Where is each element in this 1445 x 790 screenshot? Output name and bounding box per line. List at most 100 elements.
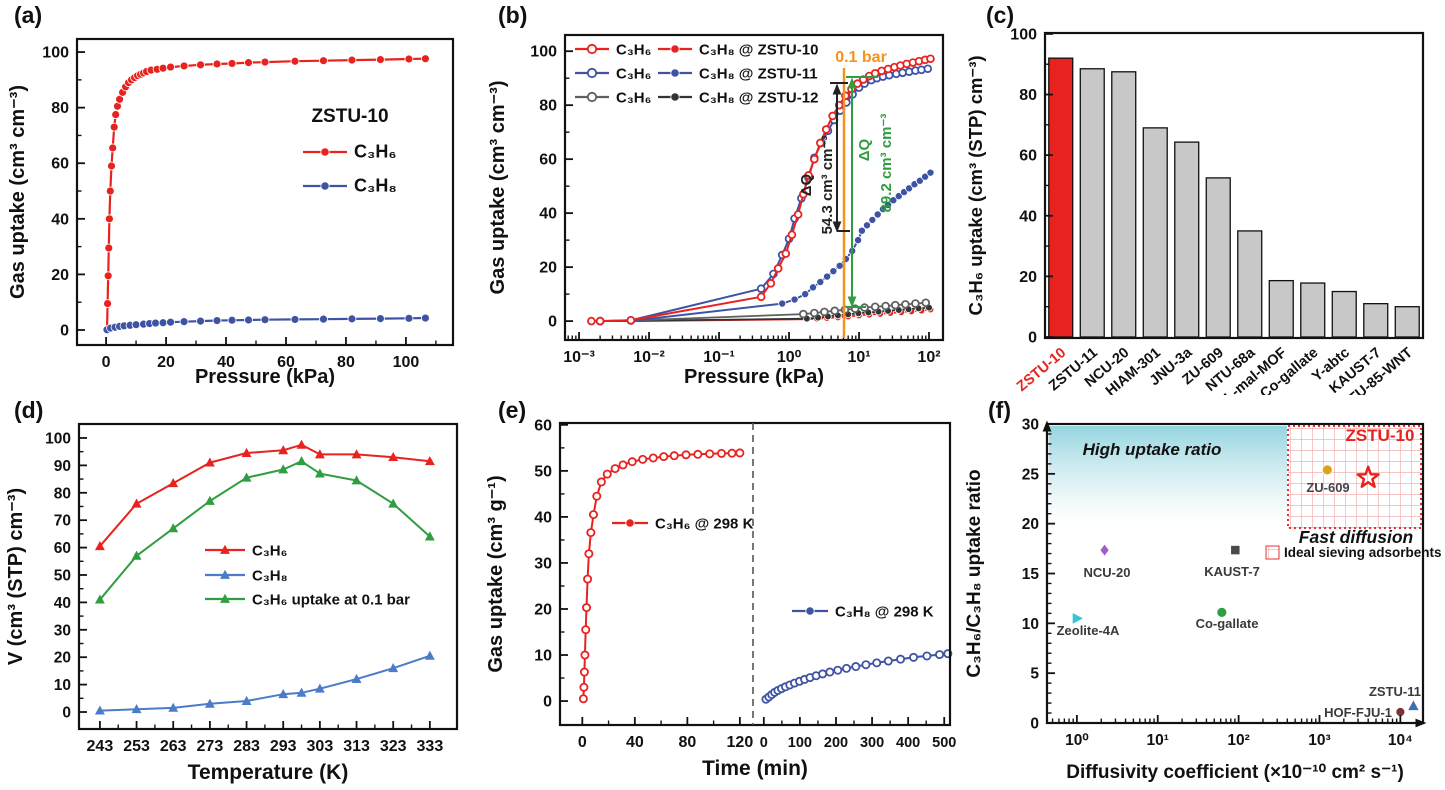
panel-b: (b) 10⁻³ 10⁻² 10⁻¹ 10⁰ 10¹ 10² 0 20 40 60 80 100 Pre…	[480, 0, 960, 395]
svg-text:10⁻³: 10⁻³	[563, 349, 595, 366]
svg-text:10²: 10²	[917, 349, 940, 366]
legend-item-label: C₃H₆ uptake at 0.1 bar	[252, 592, 410, 609]
svg-text:80: 80	[51, 100, 69, 117]
x-axis-title: Pressure (kPa)	[684, 366, 824, 388]
legend-item-label: C₃H₈	[252, 568, 288, 585]
point-label: KAUST-7	[1204, 564, 1260, 579]
bar-NTU-85-WNT	[1394, 306, 1420, 338]
svg-text:40: 40	[217, 354, 235, 371]
legend-item-label: C₃H₆	[616, 90, 651, 107]
series-C3H8-298K	[761, 649, 953, 704]
svg-text:80: 80	[54, 485, 71, 502]
x-axis-title: Temperature (K)	[188, 761, 349, 784]
svg-text:0: 0	[578, 734, 587, 751]
svg-text:30: 30	[534, 555, 552, 572]
legend: C₃H₆ @ 298 K C₃H₈ @ 298 K	[612, 516, 934, 621]
point-label: ZSTU-11	[1369, 684, 1421, 699]
legend-item-label: C₃H₆ @ 298 K	[655, 516, 754, 533]
annotation-text: 0.1 bar	[835, 49, 887, 66]
series-C3H6	[102, 54, 430, 335]
svg-text:60: 60	[51, 156, 69, 173]
annotation-text: Ideal sieving adsorbents	[1284, 545, 1442, 560]
svg-text:100: 100	[788, 735, 812, 751]
chart-f: Zeolite-4A NCU-20 Co-gallate KAUST-7 ZU-609 Z…	[964, 417, 1442, 784]
plot-frame	[77, 422, 459, 731]
legend-title: ZSTU-10	[311, 106, 388, 127]
svg-text:0: 0	[543, 694, 552, 711]
svg-text:10⁻²: 10⁻²	[633, 349, 665, 366]
y-axis-title: C₃H₆ uptake (cm³ (STP) cm⁻³)	[965, 55, 986, 315]
svg-text:500: 500	[932, 735, 956, 751]
svg-text:100: 100	[530, 44, 557, 61]
panel-a: (a) 0 20 40 60 80 100 0 20 40 60 80 100 Pressure (kP…	[0, 0, 480, 395]
annotation-text: ΔQ	[798, 173, 815, 196]
point-label: ZU-609	[1306, 480, 1349, 495]
svg-text:40: 40	[626, 734, 644, 751]
point-ZU-609: ZU-609	[1306, 464, 1350, 495]
bar-JNU-3a	[1174, 141, 1200, 338]
svg-text:20: 20	[1019, 269, 1037, 286]
svg-text:0: 0	[62, 705, 71, 722]
svg-text:10¹: 10¹	[1147, 732, 1169, 749]
plot-frame	[75, 37, 455, 347]
bar-Co-gallate	[1300, 282, 1326, 338]
axes: 10⁻³ 10⁻² 10⁻¹ 10⁰ 10¹ 10² 0 20 40 60 80 100	[530, 44, 940, 366]
axes: 0 20 40 60 80 100	[1010, 26, 1053, 346]
y-axis-title: Gas uptake (cm³ g⁻¹)	[485, 475, 507, 672]
annotation-text: Fast diffusion	[1299, 527, 1413, 547]
svg-text:20: 20	[51, 267, 69, 284]
annotation-text: High uptake ratio	[1083, 440, 1222, 459]
legend-item-label: C₃H₆	[616, 42, 651, 59]
svg-text:80: 80	[337, 354, 355, 371]
svg-text:293: 293	[270, 738, 297, 755]
panel-d: (d) 243 253 263 273 283 293 303 313 323 333 0 10 20 3…	[0, 395, 480, 790]
panel-b-chart: 10⁻³ 10⁻² 10⁻¹ 10⁰ 10¹ 10² 0 20 40 60 80 100 Pressur…	[487, 33, 945, 388]
svg-text:60: 60	[539, 152, 557, 169]
point-HOF-FJU-1: HOF-FJU-1	[1324, 705, 1406, 720]
x-axis-title: Time (min)	[702, 757, 808, 780]
svg-text:10: 10	[54, 677, 71, 694]
x-axis-title: Diffusivity coefficient (×10⁻¹⁰ cm² s⁻¹)	[1066, 762, 1404, 783]
svg-text:40: 40	[54, 595, 71, 612]
y-axis-title: Gas uptake (cm³ cm⁻³)	[487, 81, 509, 295]
svg-text:5: 5	[1030, 666, 1039, 683]
svg-text:0: 0	[60, 322, 69, 339]
panel-c: (c) ZSTU-10 ZSTU-11 NCU-20 HIAM-301 JNU-3a ZU…	[960, 0, 1445, 395]
axes: 243 253 263 273 283 293 303 313 323 333 0 10 20 30 40 5…	[45, 430, 443, 755]
legend-item-label: C₃H₆	[354, 142, 397, 162]
bar-HIAM-301	[1142, 127, 1168, 338]
series-C3H6-0.1bar	[94, 456, 435, 604]
svg-text:100: 100	[45, 430, 71, 447]
svg-text:10: 10	[534, 648, 552, 665]
panel-a-chart: 0 20 40 60 80 100 0 20 40 60 80 100 Pressure (kPa) Ga…	[7, 37, 455, 388]
point-label: HOF-FJU-1	[1324, 705, 1392, 720]
svg-text:70: 70	[54, 513, 71, 530]
svg-text:40: 40	[534, 509, 552, 526]
svg-text:323: 323	[380, 738, 407, 755]
svg-text:20: 20	[1022, 516, 1039, 533]
legend-item-label: C₃H₈	[354, 176, 397, 196]
svg-text:10: 10	[1022, 616, 1039, 633]
svg-text:10⁻¹: 10⁻¹	[703, 349, 735, 366]
svg-text:20: 20	[157, 354, 175, 371]
svg-text:50: 50	[54, 567, 71, 584]
point-KAUST-7: KAUST-7	[1204, 545, 1260, 579]
svg-text:40: 40	[51, 211, 69, 228]
svg-text:0: 0	[102, 354, 111, 371]
y-axis-title: C₃H₆/C₃H₈ uptake ratio	[964, 469, 985, 677]
svg-text:300: 300	[860, 735, 884, 751]
svg-text:80: 80	[1019, 87, 1037, 104]
svg-text:15: 15	[1022, 566, 1040, 583]
svg-text:10⁰: 10⁰	[777, 349, 802, 366]
plot-frame	[563, 33, 945, 342]
svg-text:80: 80	[539, 98, 557, 115]
svg-text:253: 253	[123, 738, 150, 755]
point-NCU-20: NCU-20	[1084, 544, 1130, 580]
panel-e-label: (e)	[498, 397, 527, 423]
legend-item-label: C₃H₈ @ 298 K	[835, 604, 934, 621]
series-C3H8	[102, 313, 430, 335]
axes: 10⁰ 10¹ 10² 10³ 10⁴ 0 5 10 15 20 25 30	[1022, 417, 1413, 750]
svg-text:20: 20	[539, 260, 557, 277]
panel-c-chart: ZSTU-10ZSTU-11NCU-20HIAM-301JNU-3aZU-609…	[965, 26, 1425, 395]
